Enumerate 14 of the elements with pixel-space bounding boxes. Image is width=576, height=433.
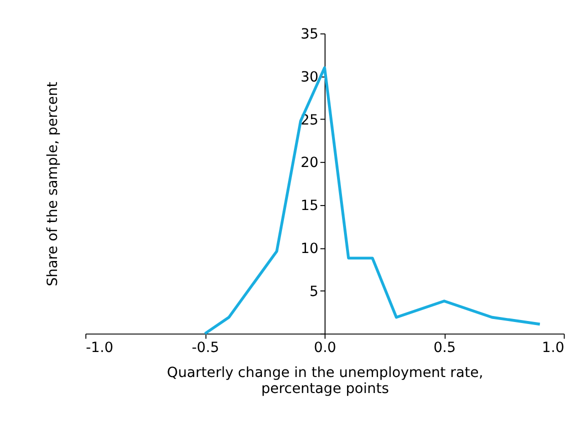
y-tick-label: 5	[310, 284, 318, 300]
y-tick-label: 20	[300, 155, 319, 172]
x-tick-label: 1.0	[542, 340, 564, 356]
x-axis-title: Quarterly change in the unemployment rate, percentage points	[166, 365, 484, 398]
y-axis-title: Share of the sample, percent	[44, 81, 61, 286]
y-tick-label: 30	[300, 69, 319, 86]
x-tick-label: 0.0	[314, 340, 336, 356]
y-tick-label: 35	[300, 26, 318, 43]
y-tick-label: 15	[300, 198, 318, 214]
x-tick-label: -0.5	[192, 340, 220, 356]
y-tick-label: 10	[300, 241, 319, 258]
line-series	[204, 66, 542, 336]
x-tick-label: -1.0	[86, 340, 114, 356]
x-tick-label: 0.5	[433, 340, 456, 356]
